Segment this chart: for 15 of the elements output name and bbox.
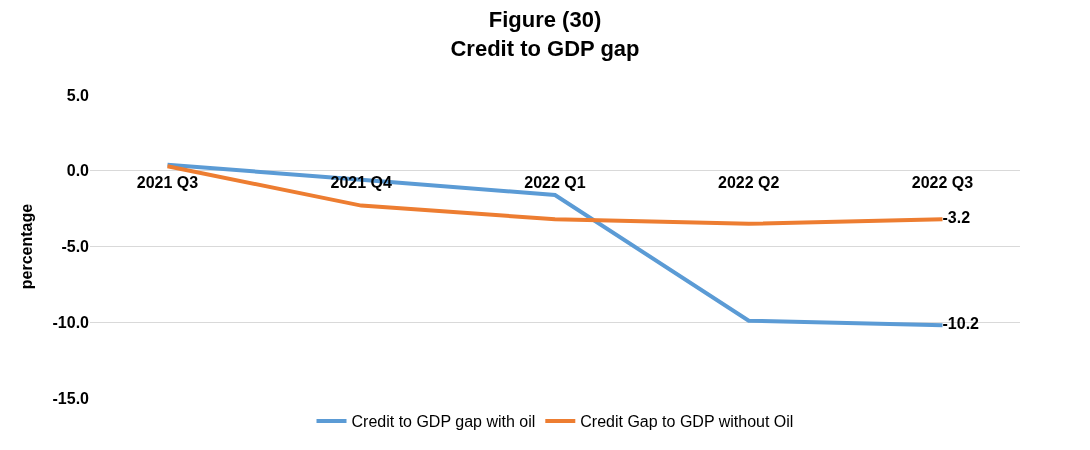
x-tick-label: 2022 Q2	[718, 173, 780, 191]
y-tick-label: -15.0	[52, 389, 90, 407]
x-tick-label: 2022 Q1	[524, 173, 586, 191]
x-tick-label: 2021 Q3	[136, 173, 199, 191]
data-label: -3.2	[942, 209, 971, 227]
data-label: -10.2	[942, 315, 980, 333]
legend-label: Credit Gap to GDP without Oil	[580, 413, 794, 431]
y-tick-label: -5.0	[61, 238, 90, 256]
y-tick-label: 0.0	[66, 162, 90, 180]
legend-label: Credit to GDP gap with oil	[351, 413, 536, 431]
y-axis-title: percentage	[18, 203, 36, 290]
chart-title: Figure (30) Credit to GDP gap	[450, 7, 640, 61]
y-tick-label: -10.0	[52, 313, 90, 331]
x-tick-label: 2022 Q3	[911, 173, 974, 191]
y-tick-label: 5.0	[66, 86, 90, 104]
